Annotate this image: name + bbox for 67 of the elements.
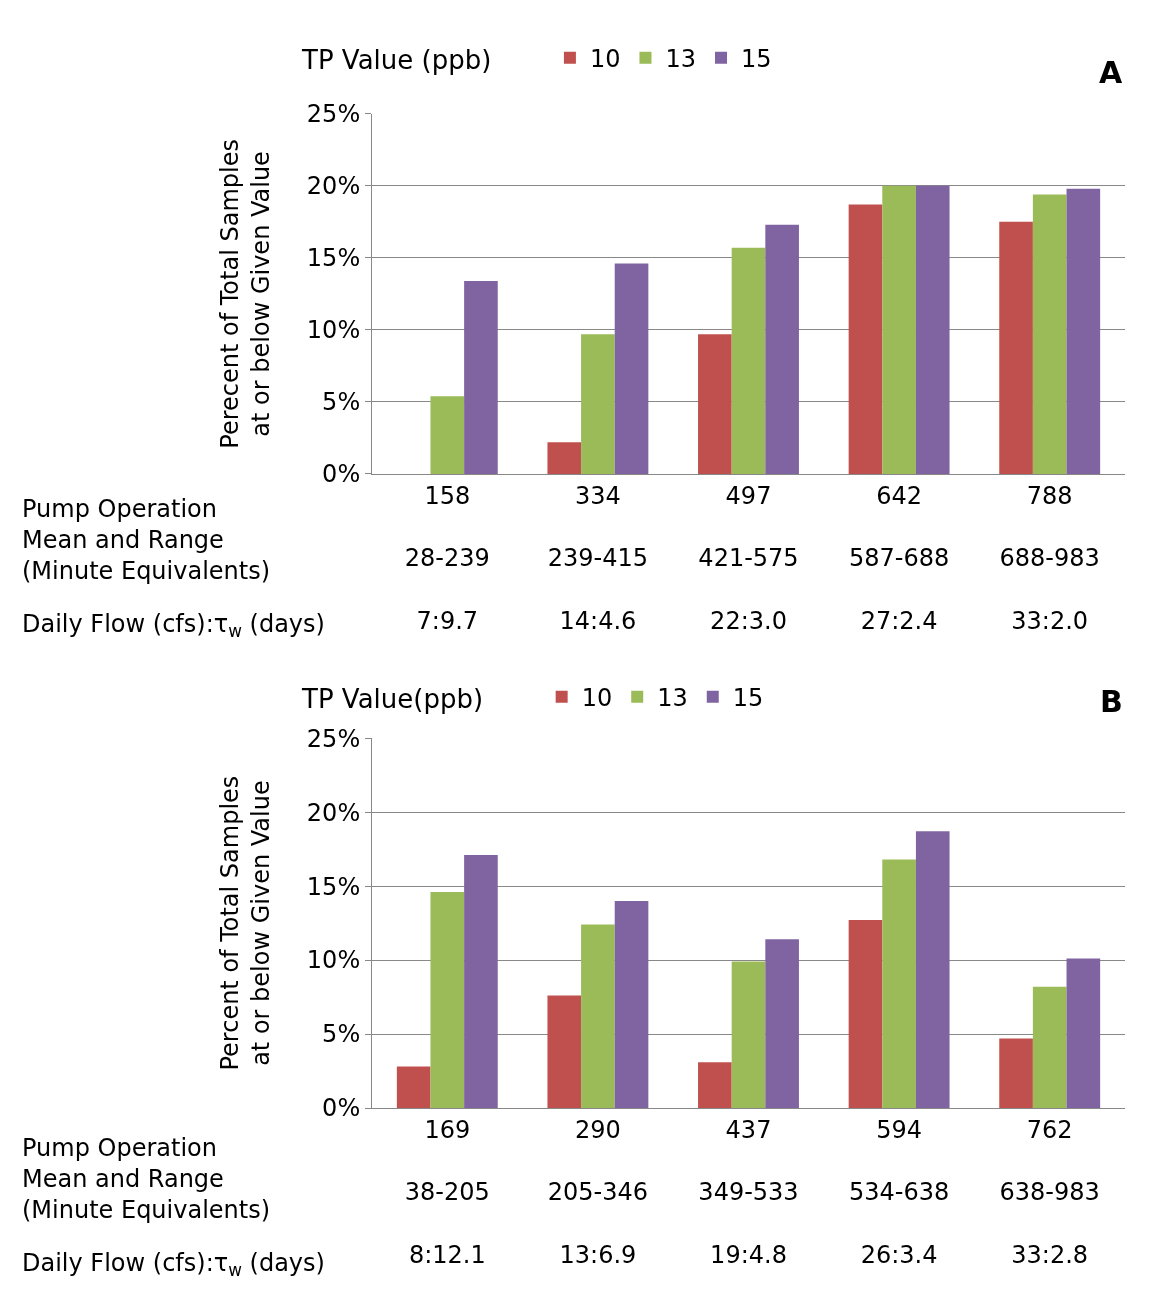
legend-title: TP Value(ppb) — [301, 684, 533, 715]
category-label: 497 421-575 22:3.0 — [698, 481, 799, 635]
y-tick-label: 20% — [306, 172, 361, 201]
bar — [915, 185, 950, 474]
legend-label: 10 — [581, 683, 613, 712]
y-tick-label: 0% — [322, 1094, 361, 1123]
bar — [698, 334, 732, 474]
category-label: 290 205-346 13:6.9 — [547, 1115, 649, 1269]
y-tick-label: 20% — [306, 798, 361, 827]
y-axis-title: Percent of Total Samples at or below Given Value — [215, 775, 275, 1071]
bar — [882, 859, 916, 1109]
bar — [614, 900, 649, 1109]
bar — [731, 247, 766, 474]
y-tick-label: 15% — [306, 244, 361, 273]
legend-label: 15 — [741, 44, 772, 73]
legend-title: TP Value (ppb) — [301, 45, 541, 76]
text: B — [1100, 684, 1123, 719]
y-tick-label: 10% — [306, 946, 361, 975]
bar — [698, 1062, 732, 1109]
category-label: 642 587-688 27:2.4 — [848, 481, 950, 635]
legend-label: 10 — [589, 44, 621, 73]
bar — [581, 334, 615, 474]
y-tick-label: 25% — [306, 100, 361, 129]
bar — [1066, 188, 1101, 474]
bar — [614, 263, 649, 474]
legend-label: 13 — [657, 683, 688, 712]
bar — [1066, 958, 1101, 1109]
y-tick-label: 0% — [322, 460, 361, 489]
bar — [765, 939, 799, 1109]
category-label: 594 534-638 26:3.4 — [848, 1115, 950, 1269]
category-label: 169 38-205 8:12.1 — [404, 1115, 490, 1269]
y-tick-label: 15% — [306, 872, 361, 901]
bar — [848, 920, 883, 1109]
y-tick-label: 5% — [322, 1020, 361, 1049]
y-tick-label: 25% — [306, 724, 361, 753]
category-label: 334 239-415 14:4.6 — [547, 481, 649, 635]
text: Daily Flow (cfs):τ$_{w}$ (days) — [22, 1249, 325, 1281]
bar — [915, 831, 950, 1109]
bar — [765, 224, 799, 474]
bar — [430, 892, 465, 1109]
bar — [547, 995, 582, 1109]
bar — [1032, 194, 1067, 474]
bar — [882, 185, 916, 474]
bar — [396, 1066, 431, 1109]
category-label: 762 638-983 33:2.8 — [999, 1115, 1100, 1269]
bar — [731, 961, 766, 1109]
category-label: 158 28-239 7:9.7 — [404, 481, 490, 635]
y-tick-label: 5% — [322, 388, 361, 417]
category-label: 437 349-533 19:4.8 — [698, 1115, 799, 1269]
bar — [464, 280, 498, 474]
legend-label: 15 — [732, 683, 764, 712]
y-tick-label: 10% — [306, 316, 361, 345]
bar — [999, 221, 1033, 474]
bar — [430, 396, 465, 474]
bar — [547, 442, 582, 474]
bar — [581, 924, 615, 1109]
text: Pump Operation Mean and Range (Minute Equivalents) — [22, 495, 271, 586]
bar — [464, 855, 498, 1109]
category-label: 788 688-983 33:2.0 — [999, 481, 1100, 635]
y-axis-title: Perecent of Total Samples at or below Given Value — [215, 139, 275, 449]
bar — [1032, 986, 1067, 1109]
text: Daily Flow (cfs):τ$_{w}$ (days) — [22, 610, 325, 642]
legend-label: 13 — [665, 44, 697, 73]
bar — [999, 1038, 1033, 1109]
text: A — [1099, 55, 1123, 90]
bar — [848, 204, 883, 474]
text: Pump Operation Mean and Range (Minute Equivalents) — [22, 1134, 271, 1225]
